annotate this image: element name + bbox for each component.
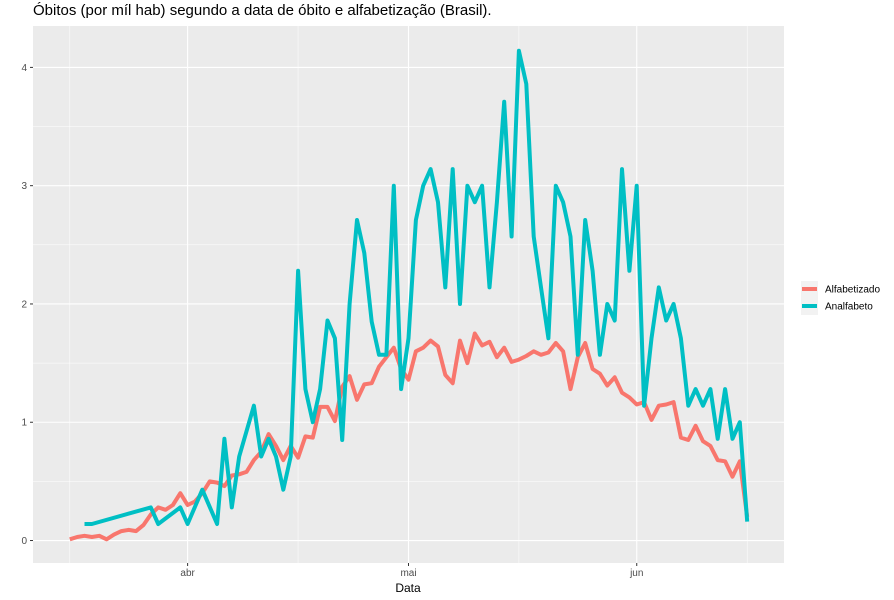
series-line-alfabetizado [69,331,750,542]
x-tick-label: abr [180,568,195,579]
legend: Alfabetizado Analfabeto [801,281,880,315]
y-tick-label: 2 [21,299,27,310]
y-tick-label: 3 [21,181,27,192]
y-tick-label: 0 [21,536,27,547]
grid-major [33,26,784,563]
y-axis: 0 1 2 3 4 [21,63,33,547]
y-tick-label: 1 [21,418,27,429]
series-lines [69,48,750,542]
x-tick-label: mai [400,568,416,579]
legend-label: Analfabeto [825,302,873,313]
y-tick-label: 4 [21,63,27,74]
legend-label: Alfabetizado [825,285,880,296]
x-axis: abr mai jun [180,563,643,579]
chart-title: Óbitos (por míl hab) segundo a data de ó… [33,2,492,19]
x-axis-title: Data [395,581,421,595]
x-tick-label: jun [629,568,643,579]
series-line-analfabeto [84,48,750,526]
